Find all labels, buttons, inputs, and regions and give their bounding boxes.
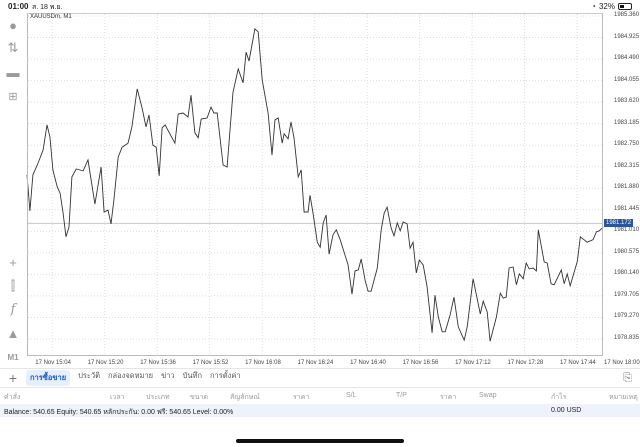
- column-header: คำสั่ง: [4, 394, 21, 401]
- price-tick-label: 1979.270: [614, 313, 640, 320]
- tab-2[interactable]: กล่องจดหมาย: [108, 371, 154, 380]
- price-line-series: [26, 28, 604, 342]
- wifi-icon: ◔: [591, 2, 596, 11]
- price-tick-label: 1981.445: [614, 205, 640, 212]
- crosshair-icon[interactable]: +: [9, 254, 17, 270]
- balance-summary: Balance: 540.65 Equity: 540.65 หลักประกั…: [4, 409, 234, 416]
- price-tick-label: 1978.835: [614, 334, 640, 341]
- column-header: ราคา: [440, 394, 457, 401]
- column-header: หมายเหตุ: [609, 394, 638, 401]
- timeframe-button[interactable]: M1: [7, 352, 19, 362]
- price-tick-label: 1981.880: [614, 184, 640, 191]
- time-tick-label: 17 Nov 15:20: [87, 360, 124, 366]
- column-header: ราคา: [293, 394, 310, 401]
- time-tick-label: 17 Nov 15:04: [35, 360, 71, 366]
- column-header: S/L: [346, 392, 357, 399]
- add-icon[interactable]: +: [8, 370, 18, 386]
- tab-3[interactable]: ข่าว: [161, 371, 175, 380]
- profit-total: 0.00 USD: [551, 407, 582, 414]
- time-tick-label: 17 Nov 16:08: [245, 360, 281, 366]
- tab-1[interactable]: ประวัติ: [78, 371, 101, 380]
- chart-symbol-title: XAUUSDm, M1: [30, 14, 72, 20]
- price-tick-label: 1982.750: [614, 141, 640, 148]
- date: ส. 18 พ.ย.: [32, 4, 63, 11]
- time-tick-label: 17 Nov 15:36: [140, 360, 176, 366]
- clock: 01:00: [8, 2, 29, 11]
- column-header: ขนาด: [190, 394, 209, 401]
- price-tick-label: 1980.140: [614, 270, 640, 277]
- time-tick-label: 17 Nov 16:56: [402, 360, 439, 366]
- price-tick-label: 1983.620: [614, 98, 640, 105]
- status-bar: 01:00 ส. 18 พ.ย. ◔ 32%: [0, 0, 640, 12]
- price-tick-label: 1984.925: [614, 33, 640, 40]
- trade-icon[interactable]: ⇅: [7, 40, 19, 55]
- battery-percent: 32%: [598, 2, 615, 11]
- time-tick-label: 17 Nov 17:12: [455, 360, 491, 366]
- column-header: สัญลักษณ์: [230, 394, 260, 401]
- tab-4[interactable]: บันทึก: [182, 371, 203, 380]
- column-header: Swap: [479, 392, 497, 399]
- home-indicator: [236, 439, 404, 443]
- bottom-tabs: + การซื้อขาย ประวัติ กล่องจดหมาย ข่าว บันทึก…: [0, 368, 640, 388]
- objects-icon[interactable]: ▲: [6, 325, 20, 341]
- tab-5[interactable]: การตั้งค่า: [210, 371, 241, 380]
- new-document-icon[interactable]: ⊞: [8, 90, 18, 103]
- time-tick-label: 17 Nov 17:44: [560, 360, 596, 366]
- column-header: กำไร: [551, 394, 567, 401]
- column-header: ประเภท: [146, 394, 170, 401]
- price-tick-label: 1981.010: [614, 227, 640, 234]
- price-tick-label: 1984.055: [614, 76, 640, 83]
- price-tick-label: 1980.575: [614, 248, 640, 255]
- time-tick-label: 17 Nov 18:00: [604, 360, 640, 366]
- price-tick-label: 1982.315: [614, 162, 640, 169]
- battery-icon: [618, 3, 632, 10]
- account-icon[interactable]: ●: [9, 17, 17, 33]
- current-price-label: 1981.172: [604, 219, 634, 228]
- time-tick-label: 17 Nov 15:52: [192, 360, 229, 366]
- table-header: คำสั่ง เวลา ประเภท ขนาด สัญลักษณ์ ราคา S/L T/P ร…: [0, 390, 640, 404]
- chat-icon[interactable]: ▬: [6, 64, 20, 80]
- tab-0[interactable]: การซื้อขาย: [26, 370, 71, 386]
- plot-frame: [27, 13, 603, 356]
- time-tick-label: 17 Nov 16:40: [350, 360, 386, 366]
- price-tick-label: 1984.490: [614, 55, 640, 62]
- column-header: T/P: [396, 392, 407, 399]
- balance-row: Balance: 540.65 Equity: 540.65 หลักประกั…: [0, 404, 640, 417]
- time-tick-label: 17 Nov 16:24: [297, 360, 334, 366]
- status-right: ◔ 32%: [591, 2, 632, 11]
- indicator-icon[interactable]: f: [10, 301, 16, 317]
- column-header: เวลา: [110, 394, 125, 401]
- layout-icon[interactable]: ⎘: [623, 371, 632, 384]
- price-chart[interactable]: [0, 0, 640, 370]
- price-tick-label: 1979.705: [614, 291, 640, 298]
- candles-icon[interactable]: ⫿: [10, 278, 16, 293]
- time-tick-label: 17 Nov 17:28: [507, 360, 544, 366]
- left-toolbar: ● ⇅ ▬ ⊞ + ⫿ f ▲ M1: [0, 13, 26, 368]
- price-tick-label: 1983.185: [614, 119, 640, 126]
- price-tick-label: 1985.360: [614, 12, 640, 18]
